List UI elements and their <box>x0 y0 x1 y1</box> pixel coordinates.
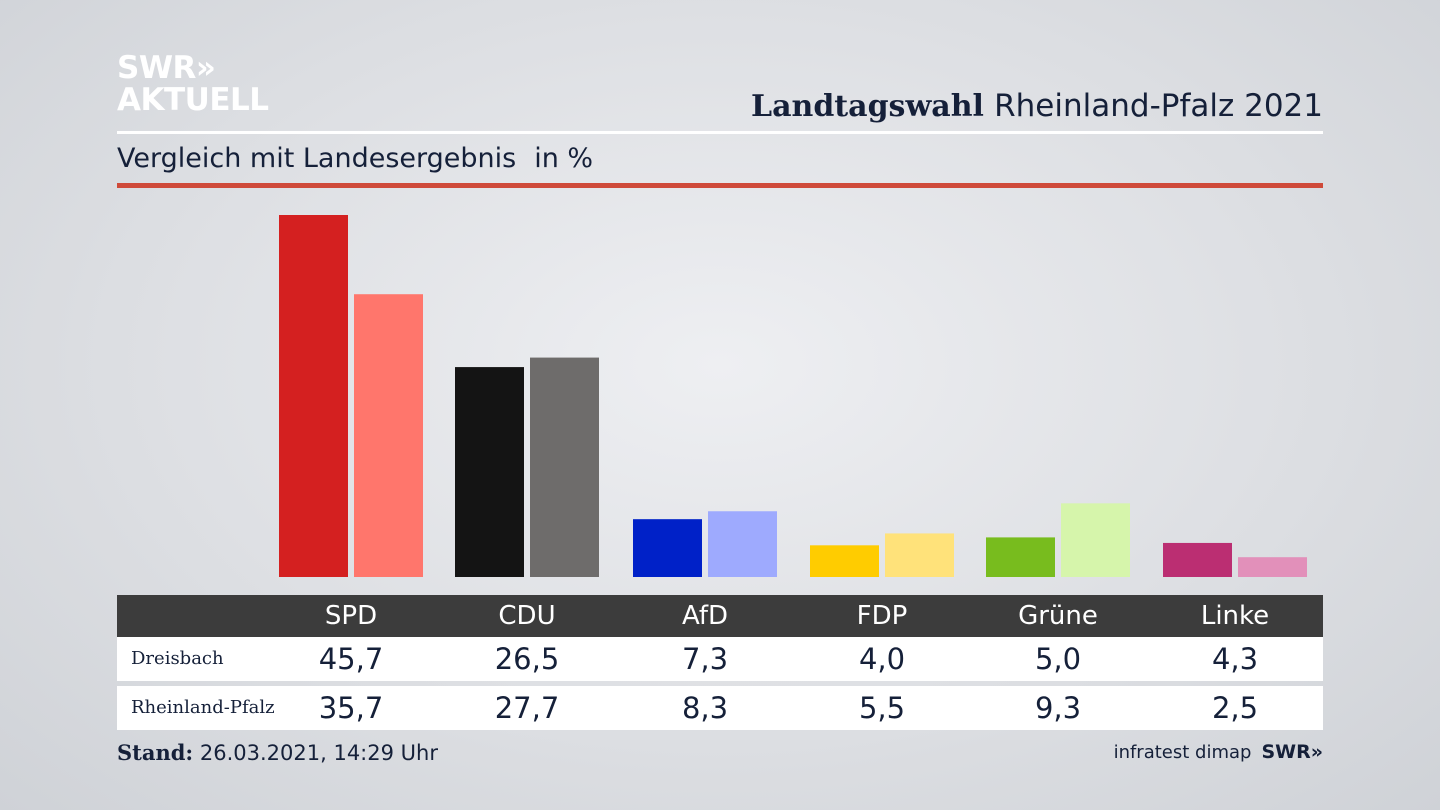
timestamp: Stand: 26.03.2021, 14:29 Uhr <box>117 740 438 765</box>
table-cell: 4,3 <box>1211 642 1259 676</box>
table-cell: 27,7 <box>494 691 560 725</box>
bar-fdp-dreisbach <box>810 545 879 577</box>
bar-spd-rheinland-pfalz <box>354 294 423 577</box>
table-cell: 8,3 <box>681 691 729 725</box>
bar-afd-rheinland-pfalz <box>708 511 777 577</box>
table-cell: 5,5 <box>858 691 906 725</box>
column-header: CDU <box>498 601 556 631</box>
bar-spd-dreisbach <box>279 215 348 577</box>
bar-fdp-rheinland-pfalz <box>885 533 954 577</box>
bar-gruene-rheinland-pfalz <box>1061 503 1130 577</box>
table-header-row: SPD CDU AfD FDP Grüne Linke <box>117 595 1323 637</box>
column-header: FDP <box>856 601 908 631</box>
stand-value: 26.03.2021, 14:29 Uhr <box>199 741 438 765</box>
logo-line-1: SWR» <box>117 50 216 86</box>
accent-divider <box>117 183 1323 188</box>
results-table: SPD CDU AfD FDP Grüne Linke Dreisbach 45,7 26,… <box>117 595 1323 730</box>
subtitle-text: Vergleich mit Landesergebnis <box>117 143 517 174</box>
column-header: SPD <box>324 601 378 631</box>
chart-subtitle: Vergleich mit Landesergebnis in % <box>117 143 593 174</box>
column-header: Grüne <box>1018 601 1098 631</box>
bar-linke-rheinland-pfalz <box>1238 557 1307 577</box>
row-label: Rheinland-Pfalz <box>131 697 275 718</box>
bar-gruene-dreisbach <box>986 537 1055 577</box>
column-header: Linke <box>1200 601 1270 631</box>
table-cell: 4,0 <box>858 642 906 676</box>
title-divider <box>117 131 1323 134</box>
table-cell: 2,5 <box>1211 691 1259 725</box>
table-cell: 26,5 <box>494 642 560 676</box>
table-cell: 5,0 <box>1034 642 1082 676</box>
page-title: Landtagswahl Rheinland-Pfalz 2021 <box>751 86 1323 124</box>
bar-cdu-rheinland-pfalz <box>530 357 599 577</box>
page-title-bold: Landtagswahl <box>750 89 984 124</box>
bar-linke-dreisbach <box>1163 542 1232 577</box>
swr-aktuell-logo: SWR» AKTUELL <box>117 52 269 116</box>
table-cell: 35,7 <box>318 691 384 725</box>
logo-line-2: AKTUELL <box>117 82 269 118</box>
subtitle-unit: in % <box>534 143 594 174</box>
swr-logo-small: SWR» <box>1261 741 1323 763</box>
stand-label: Stand: <box>117 740 194 765</box>
bar-afd-dreisbach <box>633 519 702 577</box>
table-cell: 7,3 <box>681 642 729 676</box>
page-title-regular: Rheinland-Pfalz 2021 <box>994 88 1323 124</box>
source-credit: infratest dimap SWR» <box>1114 741 1323 763</box>
column-header: AfD <box>681 601 729 631</box>
bar-cdu-dreisbach <box>455 367 524 577</box>
table-cell: 9,3 <box>1034 691 1082 725</box>
table-cell: 45,7 <box>318 642 384 676</box>
row-label: Dreisbach <box>131 648 224 669</box>
table-row-rheinland-pfalz: Rheinland-Pfalz 35,7 27,7 8,3 5,5 9,3 2,5 <box>117 686 1323 730</box>
source-name: infratest dimap <box>1113 742 1252 763</box>
table-row-dreisbach: Dreisbach 45,7 26,5 7,3 4,0 5,0 4,3 <box>117 637 1323 681</box>
